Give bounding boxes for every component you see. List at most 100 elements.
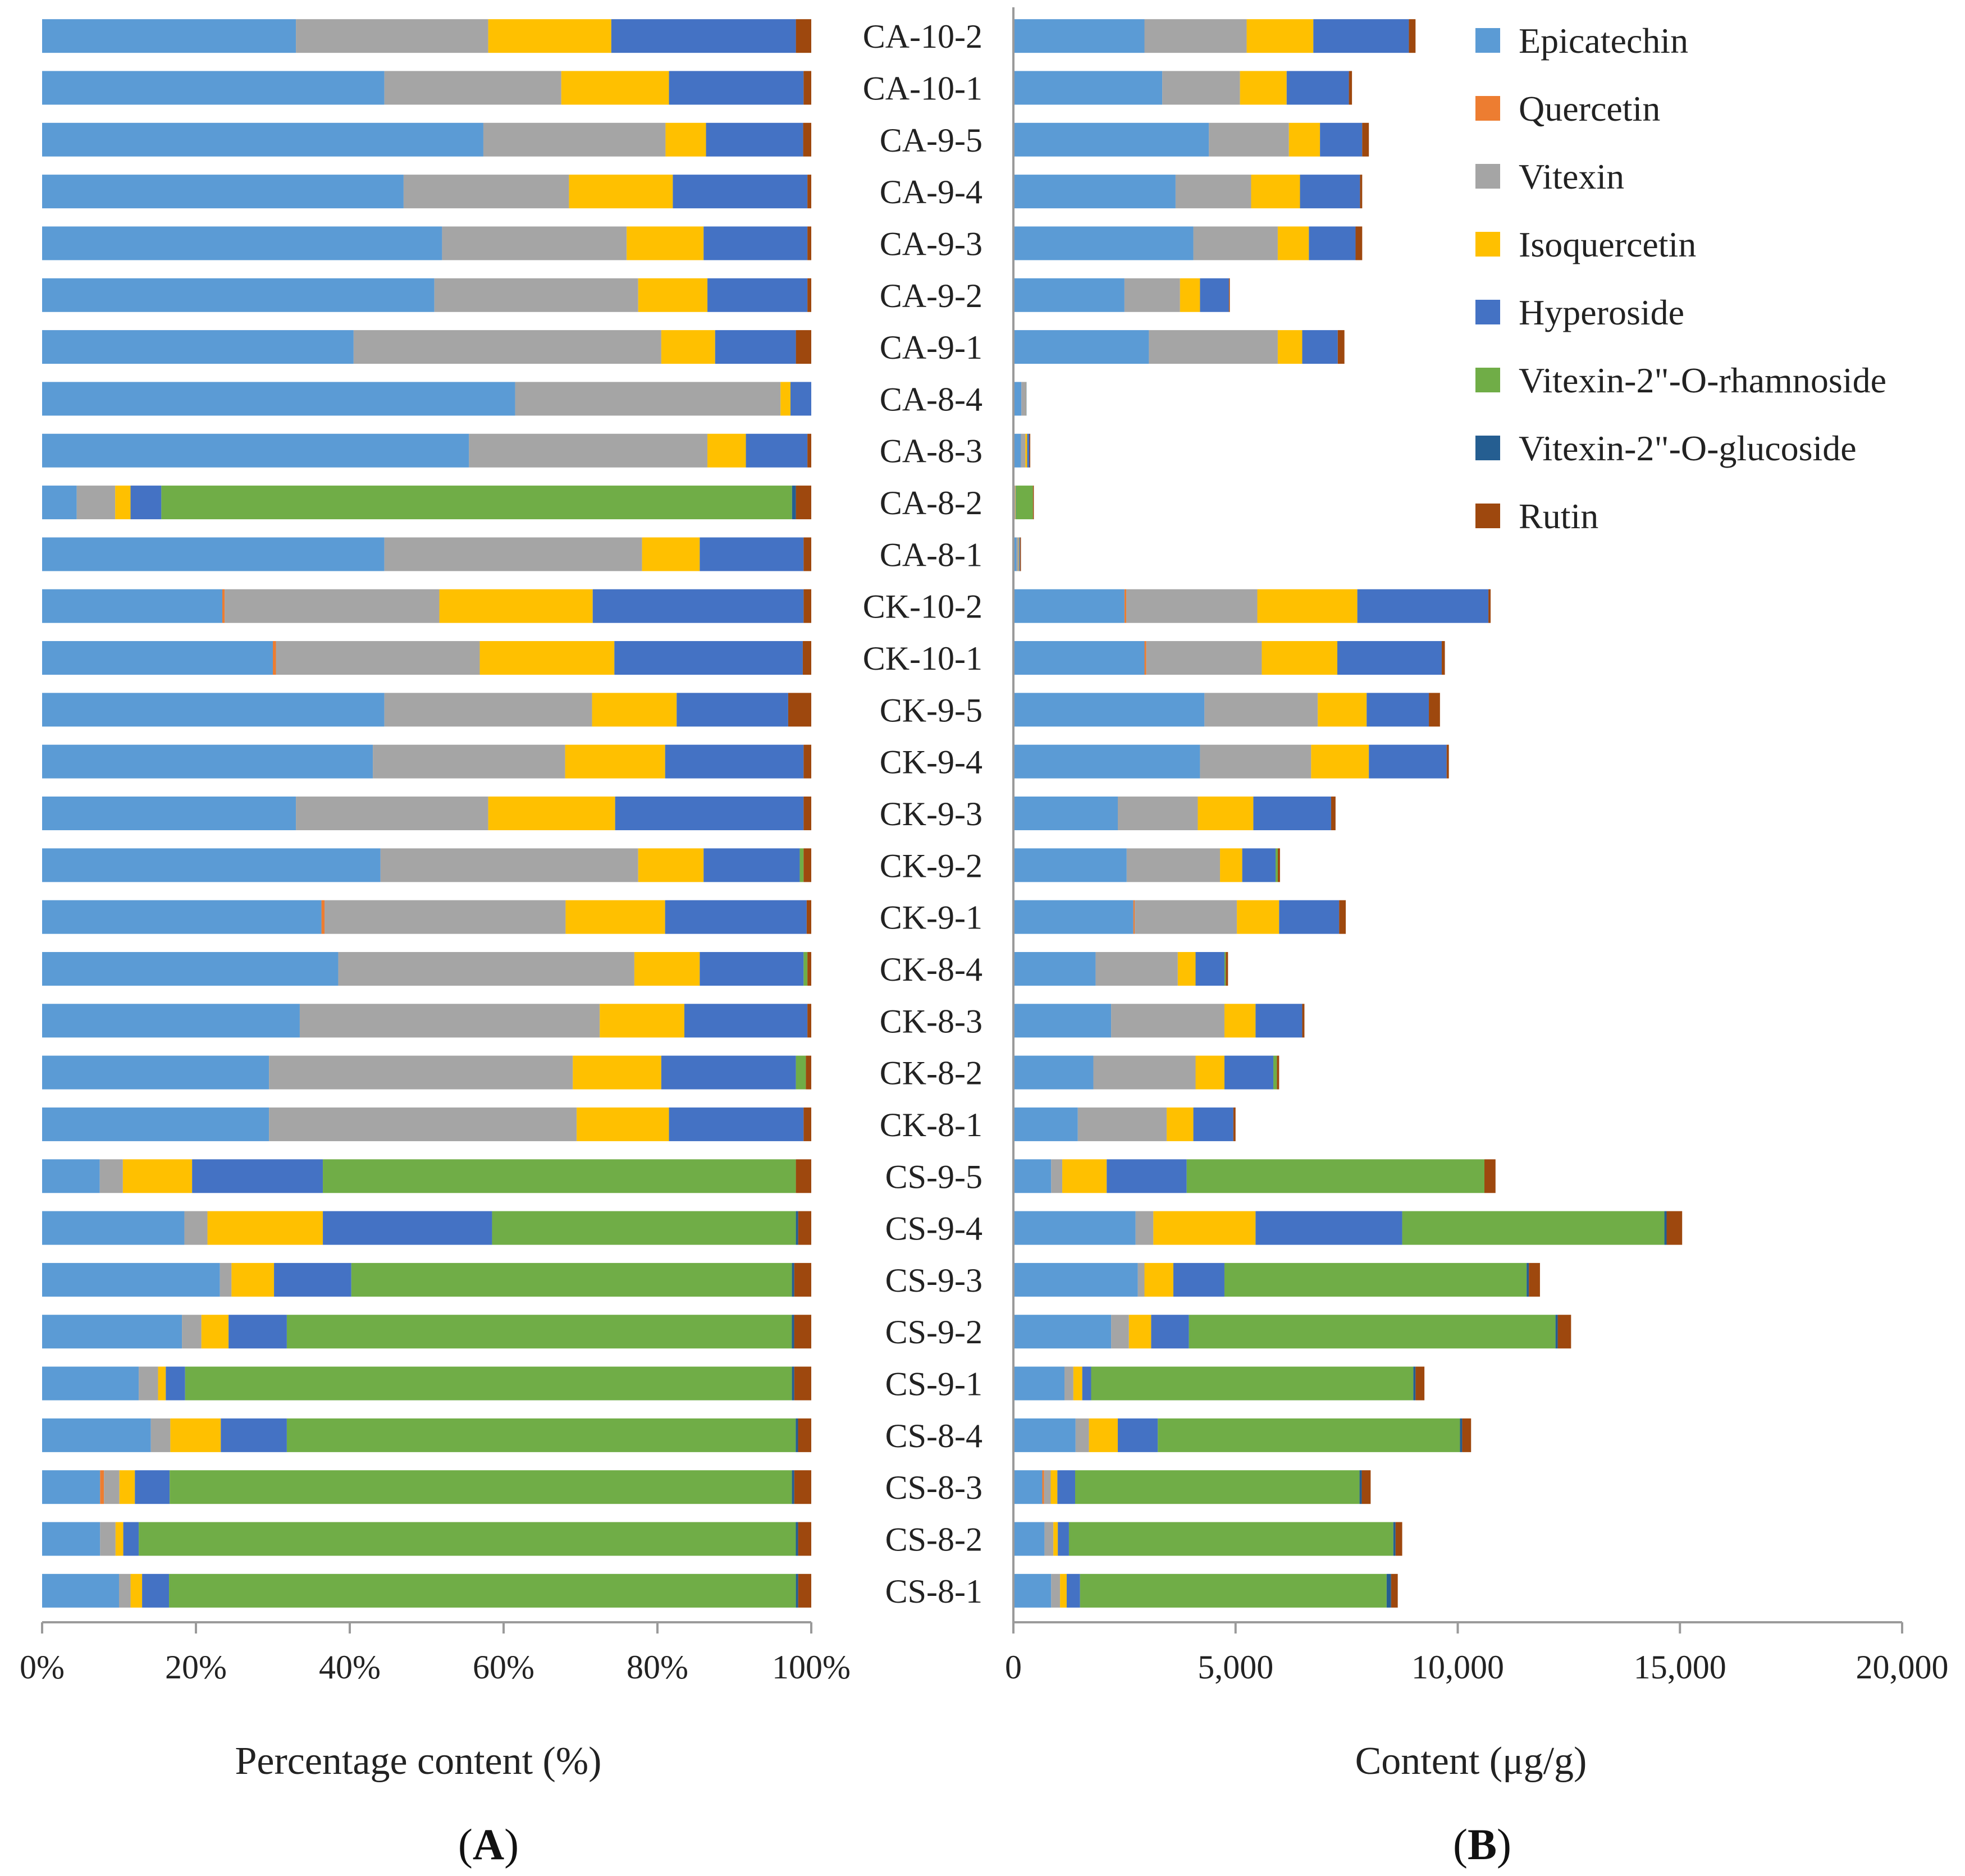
panel-b-bar-cs-8-4-vitexin-2-o-rhamnoside [1158, 1418, 1460, 1452]
category-label-cs-8-4: CS-8-4 [885, 1417, 982, 1454]
panel-a-bar-ck-8-2-hyperoside [661, 1055, 796, 1090]
panel-b-bar-ck-9-4-rutin [1446, 744, 1449, 779]
panel-b-bar-ca-9-4-epicatechin [1013, 175, 1176, 209]
panel-b-bar-ca-8-3-isoquercetin [1025, 433, 1027, 468]
panel-a-bar-ca-9-3-epicatechin [42, 226, 442, 260]
panel-a-bar-ck-8-4-isoquercetin [634, 951, 700, 986]
panel-b-bar-ck-8-1-hyperoside [1193, 1107, 1233, 1141]
panel-a-bar-ck-9-2-vitexin-2-o-rhamnoside [799, 848, 804, 882]
panel-a-bar-ck-8-3-vitexin [299, 1004, 600, 1038]
panel-b-bar-ck-8-4-vitexin [1095, 951, 1178, 986]
panel-a-bar-ca-8-2-epicatechin [42, 486, 77, 520]
panel-a-bar-ck-10-2-rutin [803, 589, 811, 623]
panel-a-bar-cs-8-2-vitexin [100, 1522, 116, 1556]
panel-b-bar-ck-10-2-isoquercetin [1257, 589, 1358, 623]
panel-a-bar-cs-8-3-quercetin [100, 1470, 104, 1504]
panel-a-bar-ck-9-4-hyperoside [665, 744, 804, 779]
panel-a-bar-ca-9-4-hyperoside [673, 175, 808, 209]
panel-b-bar-ca-8-2-isoquercetin [1015, 486, 1016, 520]
panel-a-bar-ck-9-3-hyperoside [615, 797, 804, 830]
panel-b-bar-cs-8-1-vitexin [1051, 1573, 1061, 1608]
panel-a-bar-cs-9-4-rutin [798, 1211, 811, 1245]
panel-b-bar-ca-10-1-epicatechin [1013, 71, 1163, 105]
panel-b-bar-ca-8-1-hyperoside [1019, 537, 1020, 571]
panel-a-bar-ck-10-2-vitexin [225, 589, 440, 623]
panel-a-bar-cs-9-5-vitexin-2-o-rhamnoside [323, 1159, 796, 1193]
category-label-ck-8-4: CK-8-4 [880, 951, 982, 988]
category-label-cs-8-1: CS-8-1 [885, 1573, 982, 1610]
panel-a-bar-ck-8-1-hyperoside [669, 1107, 804, 1141]
panel-a-bar-ck-9-4-rutin [803, 744, 811, 779]
panel-b-bar-ca-10-2-epicatechin [1013, 19, 1145, 53]
legend-label-vitexin: Vitexin [1519, 157, 1624, 196]
panel-a-bar-ca-8-2-vitexin-2-o-rhamnoside [161, 486, 792, 520]
panel-a-bar-cs-9-4-vitexin-2-o-glucoside [796, 1211, 798, 1245]
panel-b-bar-cs-8-3-vitexin-2-o-rhamnoside [1075, 1470, 1360, 1504]
panel-b-bar-ck-9-1-vitexin [1135, 900, 1237, 934]
panel-b-bar-cs-8-3-vitexin [1044, 1470, 1051, 1504]
panel-b-bar-ck-9-4-isoquercetin [1311, 744, 1369, 779]
panel-b-bar-ck-8-3-isoquercetin [1224, 1004, 1256, 1038]
panel-b-bar-ca-9-1-epicatechin [1013, 330, 1149, 364]
panel-b-bar-cs-9-4-vitexin [1135, 1211, 1154, 1245]
panel-a-bar-ck-8-3-hyperoside [684, 1004, 808, 1038]
panel-b-bar-ca-10-2-rutin [1409, 19, 1416, 53]
panel-a-bar-ca-10-2-vitexin [296, 19, 488, 53]
panel-a-bar-cs-9-5-hyperoside [192, 1159, 323, 1193]
panel-b-bar-cs-9-2-vitexin-2-o-rhamnoside [1189, 1315, 1556, 1349]
panel-b-bar-ca-8-1-vitexin [1016, 537, 1019, 571]
panel-a-bar-cs-9-2-vitexin [182, 1315, 202, 1349]
panel-b-bar-ca-10-2-hyperoside [1313, 19, 1409, 53]
panel-b-bar-ca-8-2-rutin [1032, 486, 1034, 520]
panel-a-bar-cs-8-3-isoquercetin [119, 1470, 135, 1504]
category-label-cs-9-4: CS-9-4 [885, 1210, 982, 1247]
panel-b-bar-cs-9-2-vitexin [1111, 1315, 1129, 1349]
panel-a-bar-ca-8-2-rutin [796, 486, 811, 520]
panel-a-bar-cs-9-2-vitexin-2-o-glucoside [792, 1315, 794, 1349]
panel-b-bar-ca-9-4-vitexin [1175, 175, 1251, 209]
panel-a-bar-cs-8-3-vitexin [104, 1470, 120, 1504]
panel-a-bar-ck-8-4-vitexin-2-o-rhamnoside [803, 951, 808, 986]
panel-b-x-axis-title: Content (μg/g) [1355, 1740, 1587, 1783]
panel-b-bar-ca-9-2-epicatechin [1013, 278, 1125, 312]
panel-b-bar-cs-8-2-rutin [1395, 1522, 1402, 1556]
panel-b-bar-cs-9-3-vitexin-2-o-glucoside [1527, 1262, 1529, 1297]
panel-a-bar-ca-8-1-epicatechin [42, 537, 385, 571]
panel-b-bar-cs-9-4-rutin [1666, 1211, 1683, 1245]
panel-b-bar-ck-9-2-vitexin [1126, 848, 1221, 882]
panel-a-bar-ca-9-2-epicatechin [42, 278, 435, 312]
panel-a-bar-ck-10-1-rutin [802, 641, 811, 675]
panel-a-bar-ck-9-1-rutin [806, 900, 811, 934]
panel-a-bar-ck-10-2-isoquercetin [439, 589, 593, 623]
panel-b-bar-cs-8-3-epicatechin [1013, 1470, 1043, 1504]
panel-b-bar-ca-10-2-vitexin [1144, 19, 1247, 53]
panel-b-tick-label-10-000: 10,000 [1411, 1649, 1504, 1686]
panel-b-bar-ca-8-1-isoquercetin [1018, 537, 1020, 571]
category-label-cs-9-2: CS-9-2 [885, 1314, 982, 1351]
panel-a-bar-ca-10-2-hyperoside [611, 19, 796, 53]
category-label-ca-8-2: CA-8-2 [880, 484, 982, 521]
panel-b-bar-ck-9-1-epicatechin [1013, 900, 1134, 934]
panel-b-label-letter: B [1468, 1820, 1497, 1869]
legend-label-quercetin: Quercetin [1519, 89, 1660, 129]
panel-a-bar-cs-8-3-hyperoside [135, 1470, 170, 1504]
panel-a-bar-ck-8-3-rutin [807, 1004, 811, 1038]
legend-swatch-rutin [1475, 504, 1500, 528]
panel-a-bar-ck-10-2-epicatechin [42, 589, 222, 623]
category-label-ca-9-1: CA-9-1 [880, 329, 982, 366]
panel-a-bar-cs-9-1-hyperoside [166, 1366, 185, 1401]
panel-a-bar-ca-9-5-hyperoside [706, 122, 803, 157]
panel-b-bar-ca-10-1-rutin [1349, 71, 1352, 105]
panel-b-bar-ck-9-5-vitexin [1204, 693, 1318, 727]
panel-b-content-chart: 0 5,000 10,000 15,000 20,000 [1005, 7, 1949, 1686]
panel-a-bar-ck-9-1-quercetin [321, 900, 325, 934]
panel-b-bar-ck-9-4-epicatechin [1013, 744, 1200, 779]
panel-b-bar-ck-9-1-isoquercetin [1237, 900, 1279, 934]
panel-a-bar-ca-8-1-vitexin [384, 537, 642, 571]
panel-a-bar-ck-8-3-epicatechin [42, 1004, 300, 1038]
panel-b-bar-cs-8-2-epicatechin [1013, 1522, 1045, 1556]
panel-a-bar-cs-9-1-vitexin-2-o-glucoside [792, 1366, 794, 1401]
panel-a-bar-ck-8-2-isoquercetin [573, 1055, 661, 1090]
panel-a-bar-cs-9-5-vitexin [99, 1159, 123, 1193]
panel-a-bar-ck-10-1-hyperoside [614, 641, 803, 675]
